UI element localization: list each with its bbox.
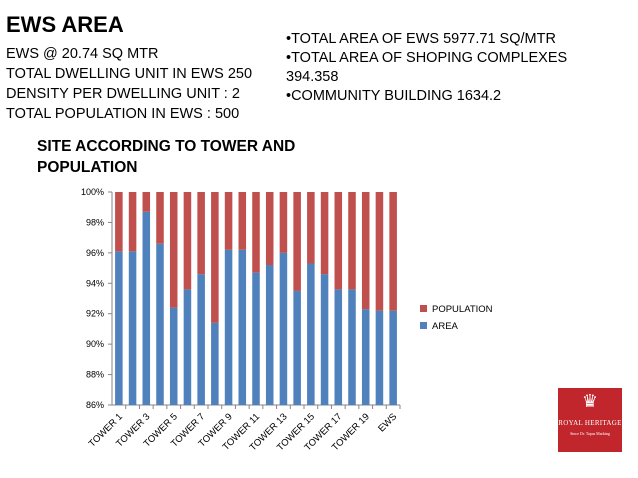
y-tick-label: 98% — [86, 217, 104, 227]
bar-area — [115, 251, 123, 405]
bar-population — [142, 192, 151, 212]
ews-dwelling-units: TOTAL DWELLING UNIT IN EWS 250 — [6, 66, 253, 82]
bar-population — [361, 192, 370, 310]
logo-tagline: Since Dr. Tapas Marking — [570, 431, 610, 436]
legend-label: AREA — [432, 321, 459, 332]
bar-population — [183, 192, 192, 290]
bar-population — [252, 192, 260, 273]
bar-population — [265, 192, 274, 266]
bar-area — [279, 252, 288, 405]
legend-swatch — [420, 305, 427, 312]
bar-area — [334, 289, 343, 405]
bar-population — [389, 192, 397, 311]
legend-label: POPULATION — [432, 304, 493, 315]
bar-population — [156, 192, 164, 244]
ews-density: DENSITY PER DWELLING UNIT : 2 — [6, 86, 240, 102]
y-tick-label: 94% — [86, 278, 104, 288]
bar-area — [307, 263, 315, 405]
bar-population — [279, 192, 288, 253]
ews-unit-area: EWS @ 20.74 SQ MTR — [6, 46, 159, 62]
bar-area — [197, 274, 205, 405]
bar-area — [361, 309, 370, 405]
bar-area — [293, 290, 301, 405]
crown-icon: ♛ — [581, 391, 599, 412]
bar-area — [348, 289, 356, 405]
bar-population — [238, 192, 247, 250]
bullet-community-building: •COMMUNITY BUILDING 1634.2 — [286, 88, 502, 104]
royal-heritage-logo: ♛ ROYAL HERITAGE Since Dr. Tapas Marking — [558, 388, 622, 452]
y-tick-label: 90% — [86, 339, 104, 349]
bar-population — [211, 192, 219, 323]
chart-title: SITE ACCORDING TO TOWER AND POPULATION — [37, 138, 296, 176]
bar-area — [320, 274, 329, 405]
ews-population: TOTAL POPULATION IN EWS : 500 — [6, 106, 240, 122]
area-bullets: •TOTAL AREA OF EWS 5977.71 SQ/MTR •TOTAL… — [286, 30, 586, 106]
y-tick-label: 86% — [86, 400, 104, 410]
logo-brand: ROYAL HERITAGE — [558, 419, 622, 427]
bar-population — [375, 192, 384, 311]
ews-summary: EWS @ 20.74 SQ MTR TOTAL DWELLING UNIT I… — [6, 44, 252, 124]
y-tick-label: 88% — [86, 370, 104, 380]
bar-population — [115, 192, 123, 252]
bar-area — [211, 322, 219, 405]
bar-population — [320, 192, 329, 275]
bar-population — [197, 192, 205, 275]
y-tick-label: 96% — [86, 248, 104, 258]
bar-area — [128, 251, 137, 405]
bar-population — [128, 192, 137, 252]
bar-population — [169, 192, 178, 308]
bar-area — [375, 310, 384, 405]
bar-area — [265, 265, 274, 405]
bar-area — [389, 310, 397, 405]
bar-area — [142, 211, 151, 405]
bar-population — [348, 192, 356, 290]
page-title: EWS AREA — [6, 12, 124, 37]
bar-population — [224, 192, 233, 250]
bar-area — [252, 272, 260, 405]
bar-area — [156, 243, 164, 405]
bar-area — [238, 249, 247, 405]
bar-population — [334, 192, 343, 290]
bar-population — [293, 192, 301, 291]
y-tick-label: 100% — [81, 187, 104, 197]
bullet-total-area: •TOTAL AREA OF EWS 5977.71 SQ/MTR — [286, 31, 556, 47]
bar-area — [169, 307, 178, 405]
y-tick-label: 92% — [86, 309, 104, 319]
bar-population — [307, 192, 315, 264]
x-tick-label: EWS — [376, 411, 399, 434]
legend-swatch — [420, 322, 427, 329]
bar-area — [183, 289, 192, 405]
bar-area — [224, 249, 233, 405]
bullet-shopping-area: •TOTAL AREA OF SHOPING COMPLEXES 394.358 — [286, 50, 568, 85]
